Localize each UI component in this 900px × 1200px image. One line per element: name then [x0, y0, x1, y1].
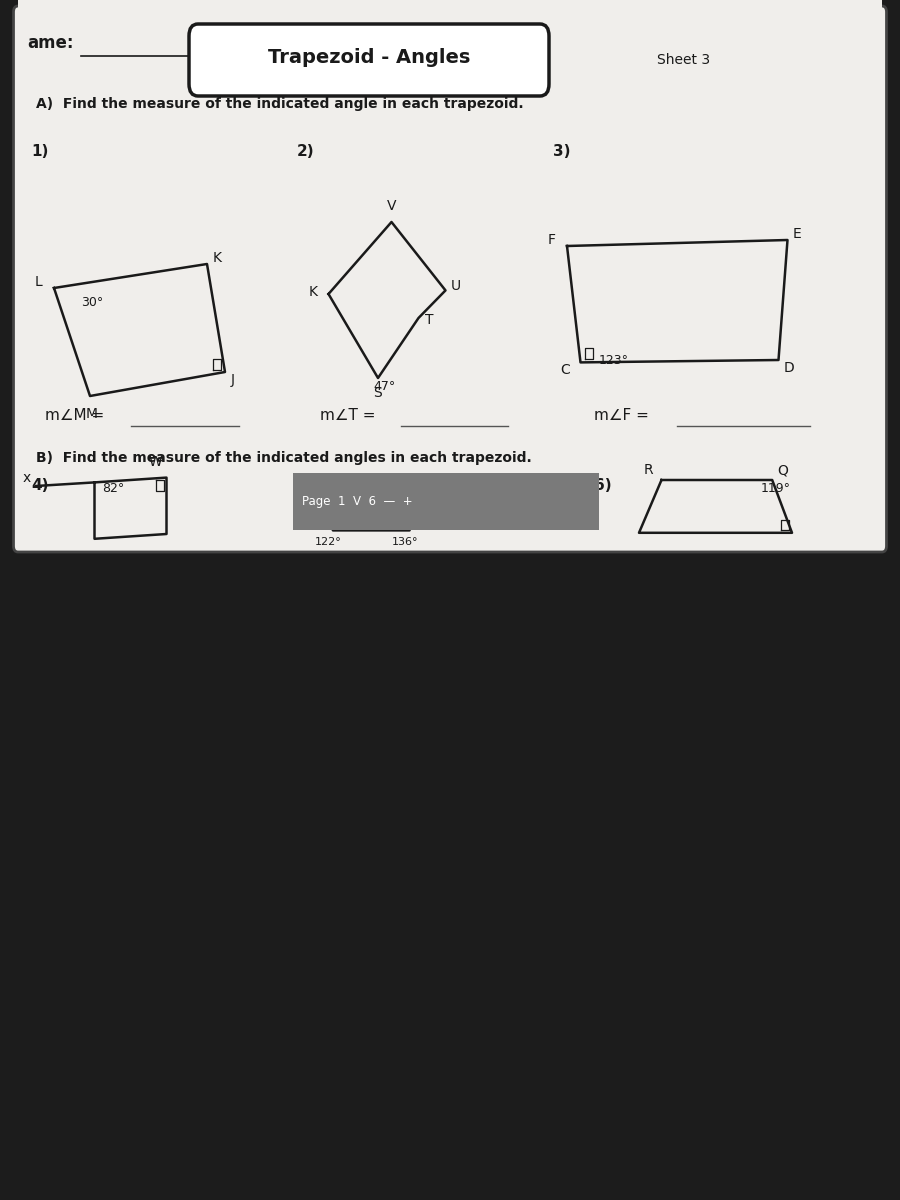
Text: m∠M =: m∠M =: [45, 408, 104, 422]
Text: m∠T =: m∠T =: [320, 408, 375, 422]
Text: 123°: 123°: [598, 354, 628, 367]
Text: 4): 4): [32, 478, 49, 492]
Text: R: R: [644, 463, 653, 476]
Text: B)  Find the measure of the indicated angles in each trapezoid.: B) Find the measure of the indicated ang…: [36, 451, 532, 464]
Text: S: S: [374, 386, 382, 400]
Text: 3): 3): [554, 144, 571, 158]
Text: 2): 2): [297, 144, 315, 158]
Text: ame:: ame:: [27, 34, 74, 52]
Text: 136°: 136°: [392, 536, 418, 547]
Text: 6): 6): [594, 478, 612, 492]
Text: Trapezoid - Angles: Trapezoid - Angles: [268, 48, 470, 67]
Text: m∠F =: m∠F =: [594, 408, 649, 422]
Text: 1): 1): [32, 144, 49, 158]
Text: W: W: [148, 455, 162, 468]
Text: K: K: [212, 251, 221, 264]
Text: J: J: [230, 373, 234, 386]
Text: C: C: [561, 364, 571, 377]
Text: Page  1  V  6  —  +: Page 1 V 6 — +: [302, 496, 412, 508]
Text: 122°: 122°: [315, 536, 342, 547]
Text: U: U: [451, 280, 461, 293]
Text: F: F: [547, 233, 555, 246]
Text: T: T: [425, 313, 433, 326]
Text: E: E: [793, 227, 802, 240]
Text: Q: Q: [778, 463, 788, 476]
Text: 30°: 30°: [81, 296, 104, 308]
Text: 47°: 47°: [374, 380, 396, 392]
Text: M: M: [86, 407, 97, 420]
Text: 5): 5): [297, 478, 314, 492]
Text: D: D: [784, 361, 795, 374]
Text: x: x: [22, 472, 31, 485]
Text: V: V: [387, 199, 397, 214]
Text: 82°: 82°: [102, 482, 124, 494]
Text: L: L: [34, 275, 42, 288]
Text: K: K: [309, 286, 318, 299]
FancyBboxPatch shape: [14, 6, 886, 552]
Text: A)  Find the measure of the indicated angle in each trapezoid.: A) Find the measure of the indicated ang…: [36, 97, 524, 110]
Text: 119°: 119°: [760, 482, 790, 494]
Bar: [18, 0, 882, 12]
Text: Sheet 3: Sheet 3: [657, 53, 710, 67]
Bar: [292, 473, 598, 530]
FancyBboxPatch shape: [189, 24, 549, 96]
